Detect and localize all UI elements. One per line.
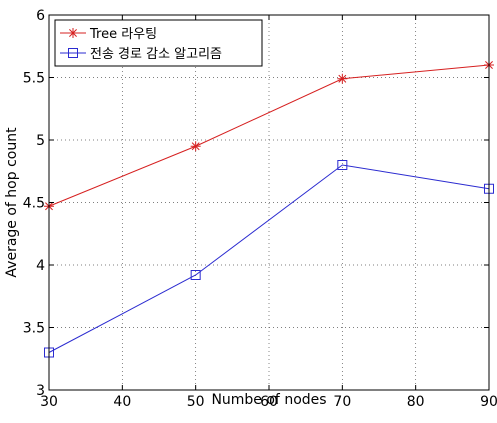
grid <box>49 15 489 390</box>
legend-label: 전송 경로 감소 알고리즘 <box>90 47 222 62</box>
x-tick-label: 80 <box>407 394 425 410</box>
y-axis-title: Average of hop count <box>4 127 20 278</box>
x-tick-label: 90 <box>480 394 497 410</box>
data-point-series-1 <box>190 141 201 152</box>
y-tick-label: 3 <box>36 383 45 399</box>
data-point-series-1 <box>337 73 348 84</box>
data-point-series-2 <box>337 160 348 170</box>
y-tick-label: 4.5 <box>23 196 45 212</box>
y-tick-label: 5.5 <box>23 71 45 87</box>
x-tick-label: 40 <box>113 394 131 410</box>
x-tick-label: 70 <box>333 394 351 410</box>
x-tick-label: 30 <box>40 394 58 410</box>
legend-marker-icon <box>68 28 78 38</box>
legend-label: Tree 라우팅 <box>89 27 157 42</box>
legend-entry: 전송 경로 감소 알고리즘 <box>60 47 222 62</box>
y-tick-label: 4 <box>36 258 45 274</box>
legend-marker-icon <box>68 48 78 58</box>
x-tick-label: 60 <box>260 394 278 410</box>
x-tick-label: 50 <box>187 394 205 410</box>
x-axis-title: Numbe of nodes <box>211 392 326 408</box>
series-line-1 <box>48 64 490 207</box>
y-tick-label: 5 <box>36 133 45 149</box>
axis-ticks: 30 40 50 60 70 80 90 3 3.5 4 4.5 5 5.5 6 <box>23 8 497 410</box>
y-tick-label: 6 <box>36 8 45 24</box>
data-point-series-2 <box>190 270 201 280</box>
series-line-2 <box>48 164 490 353</box>
legend-entry: Tree 라우팅 <box>60 27 157 42</box>
legend-box <box>54 19 263 67</box>
y-tick-label: 3.5 <box>23 321 45 337</box>
